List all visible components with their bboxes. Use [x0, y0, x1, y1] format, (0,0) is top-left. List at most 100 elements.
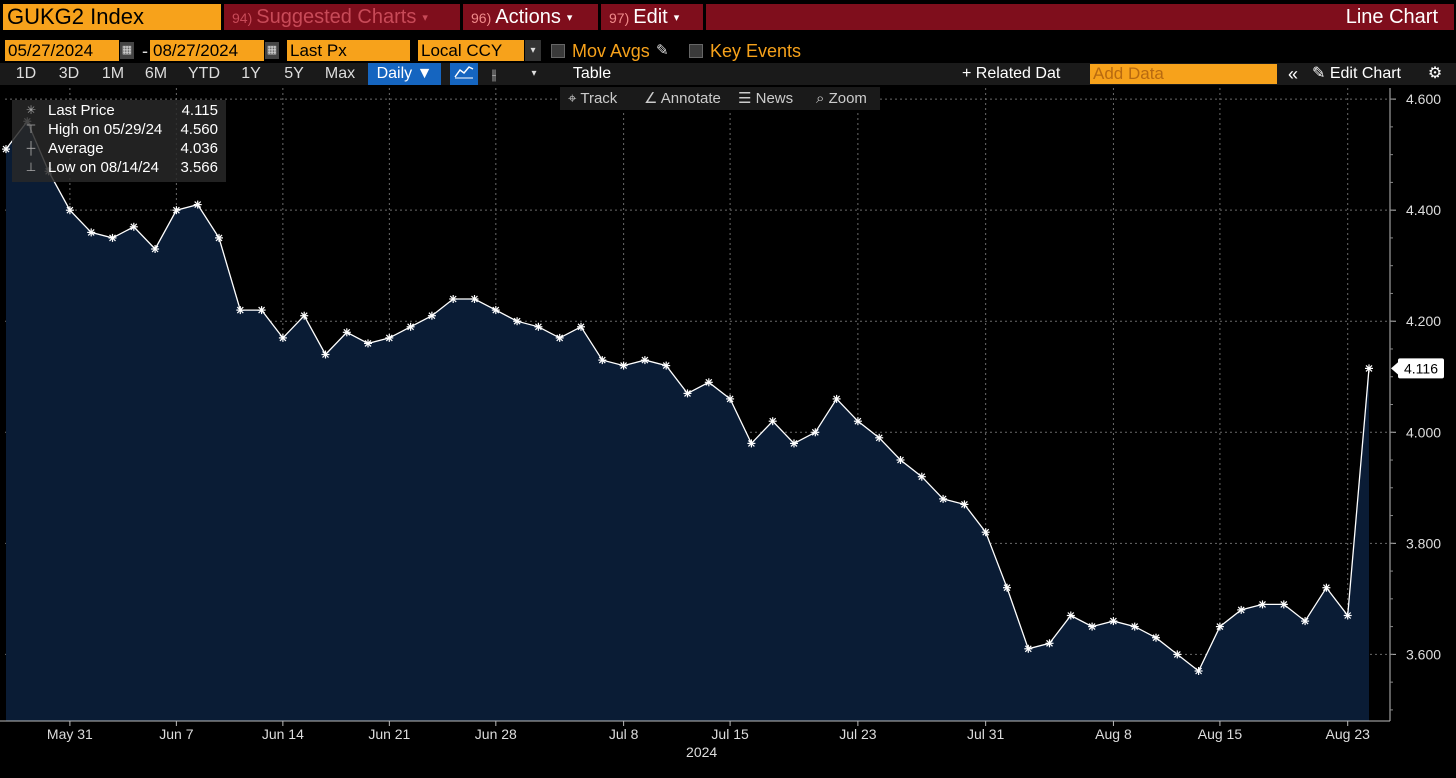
- menu-label: Actions: [495, 6, 561, 28]
- price-area: [6, 121, 1369, 722]
- data-point: [555, 333, 564, 342]
- data-point: [1279, 600, 1288, 609]
- data-point: [236, 306, 245, 315]
- calendar-icon[interactable]: ▦: [265, 42, 279, 59]
- track-tool[interactable]: ⌖ Track: [568, 87, 617, 110]
- annotate-icon: ∠: [644, 90, 661, 107]
- legend-value: 3.566: [180, 159, 218, 176]
- x-tick-label: Aug 8: [1095, 726, 1132, 742]
- data-point: [151, 245, 160, 253]
- suggested-charts-menu[interactable]: 94) Suggested Charts ▾: [224, 4, 460, 30]
- data-point: [726, 394, 735, 403]
- y-tick-label: 4.400: [1406, 202, 1441, 218]
- data-point: [1003, 583, 1011, 592]
- range-5y[interactable]: 5Y: [284, 65, 304, 82]
- actions-menu[interactable]: 96) Actions ▾: [463, 4, 598, 30]
- menu-number: 97): [609, 10, 630, 26]
- crosshair-icon: ⌖: [568, 90, 581, 107]
- legend-last-price: ✳ Last Price 4.115: [12, 101, 226, 120]
- data-point: [534, 322, 543, 331]
- menu-label: Suggested Charts: [256, 6, 417, 28]
- data-point: [1215, 622, 1224, 631]
- key-events-checkbox[interactable]: [689, 44, 703, 58]
- data-point: [598, 356, 607, 365]
- x-tick-label: Jul 31: [967, 726, 1005, 742]
- start-date-field[interactable]: 05/27/2024: [5, 40, 119, 61]
- range-3d[interactable]: 3D: [58, 65, 80, 82]
- data-point: [768, 417, 777, 426]
- range-1d[interactable]: 1D: [15, 65, 37, 82]
- range-1y[interactable]: 1Y: [241, 65, 261, 82]
- zoom-tool[interactable]: ⌕ Zoom: [816, 87, 867, 110]
- data-point: [1024, 644, 1033, 653]
- gear-icon[interactable]: ⚙: [1427, 65, 1443, 82]
- date-separator: -: [142, 41, 148, 61]
- menu-number: 94): [232, 10, 253, 26]
- data-point: [449, 295, 458, 303]
- range-6m[interactable]: 6M: [144, 65, 168, 82]
- chart-type-title: Line Chart: [1345, 6, 1438, 28]
- calendar-icon[interactable]: ▦: [120, 42, 134, 59]
- track-label: Track: [580, 90, 618, 107]
- related-data-button[interactable]: + Related Dat: [962, 65, 1061, 82]
- field-selector[interactable]: Last Px: [287, 40, 410, 61]
- y-axis: 3.600 3.800 4.000 4.200 4.400 4.600 4.116: [1389, 88, 1444, 721]
- line-chart-icon[interactable]: [450, 63, 478, 85]
- ticker-field[interactable]: GUKG2 Index: [3, 4, 221, 30]
- data-point: [470, 295, 479, 303]
- range-1m[interactable]: 1M: [101, 65, 125, 82]
- y-tick-label: 4.000: [1406, 424, 1441, 440]
- data-point: [960, 500, 969, 509]
- data-point: [65, 206, 74, 215]
- add-data-input[interactable]: [1090, 64, 1277, 84]
- bar-chart-icon[interactable]: ⫲: [491, 66, 497, 82]
- last-value-pointer: [1391, 361, 1399, 376]
- x-tick-label: May 31: [47, 726, 93, 742]
- range-max[interactable]: Max: [324, 65, 356, 82]
- star-marker-icon: ✳: [25, 103, 37, 117]
- legend-label: Last Price: [48, 102, 115, 119]
- zoom-label: Zoom: [828, 90, 867, 107]
- collapse-icon[interactable]: «: [1287, 64, 1298, 84]
- data-point: [1322, 583, 1331, 592]
- legend-value: 4.036: [180, 140, 218, 157]
- pencil-icon: ✎: [1312, 65, 1330, 82]
- x-tick-label: Aug 15: [1198, 726, 1243, 742]
- annotate-label: Annotate: [660, 90, 721, 107]
- data-point: [683, 389, 692, 398]
- news-tool[interactable]: ☰ News: [738, 87, 793, 110]
- x-tick-label: Jul 23: [839, 726, 877, 742]
- data-point: [2, 145, 10, 154]
- x-axis: May 31 Jun 7 Jun 14 Jun 21 Jun 28 Jul 8 Jul 15…: [0, 720, 1390, 760]
- edit-menu[interactable]: 97) Edit ▾: [601, 4, 703, 30]
- last-value-label: 4.116: [1404, 360, 1438, 376]
- year-label: 2024: [686, 744, 717, 760]
- data-point: [193, 200, 202, 209]
- chevron-down-icon: ▾: [673, 11, 680, 24]
- data-point: [108, 233, 117, 242]
- range-ytd[interactable]: YTD: [188, 65, 220, 82]
- table-button[interactable]: Table: [572, 65, 612, 82]
- data-point: [704, 378, 713, 387]
- pencil-icon[interactable]: ✎: [656, 42, 669, 59]
- data-point: [385, 333, 394, 342]
- edit-chart-label: Edit Chart: [1329, 65, 1401, 82]
- low-marker-icon: ⊥: [25, 160, 37, 174]
- edit-chart-button[interactable]: ✎ Edit Chart: [1312, 63, 1401, 85]
- last-value-tag: [1398, 358, 1444, 379]
- data-point: [981, 528, 990, 537]
- mov-avgs-checkbox[interactable]: [551, 44, 565, 58]
- legend-box: ✳ Last Price 4.115 ⊤ High on 05/29/24 4.…: [12, 100, 226, 182]
- controls-bar: 05/27/2024 ▦ - 08/27/2024 ▦ Last Px Loca…: [0, 38, 1456, 62]
- frequency-dropdown[interactable]: Daily ▼: [368, 63, 441, 85]
- data-point: [172, 206, 181, 215]
- end-date-field[interactable]: 08/27/2024: [150, 40, 264, 61]
- currency-selector[interactable]: Local CCY: [418, 40, 524, 61]
- chevron-down-icon[interactable]: ▾: [525, 40, 541, 61]
- data-point: [364, 339, 372, 348]
- magnifier-icon: ⌕: [816, 90, 829, 107]
- data-point: [1088, 622, 1097, 631]
- annotate-tool[interactable]: ∠ Annotate: [644, 87, 721, 110]
- data-point: [853, 417, 862, 426]
- chevron-down-icon[interactable]: ▾: [531, 68, 537, 79]
